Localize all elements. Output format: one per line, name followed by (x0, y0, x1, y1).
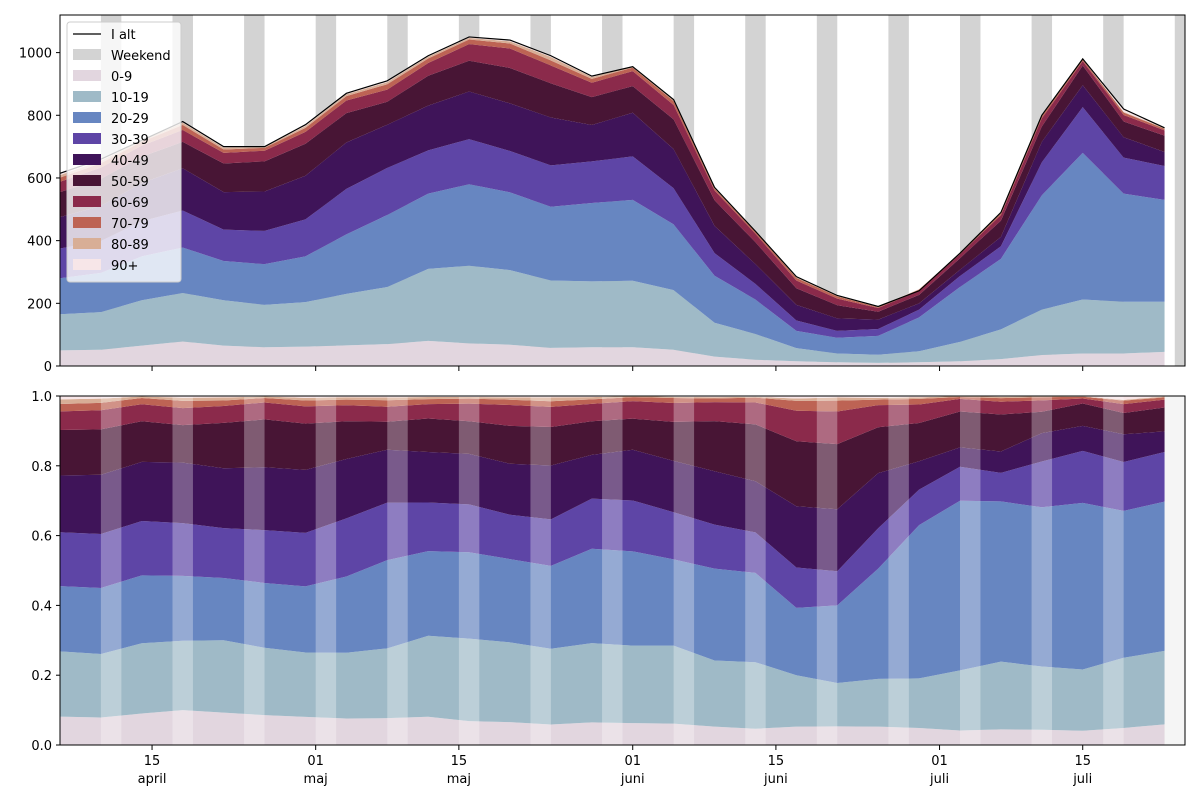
area-70-79 (60, 39, 1165, 309)
total-line (59, 36, 1165, 308)
legend-swatch-20-29 (73, 112, 101, 123)
legend-swatch-0-9 (73, 70, 101, 81)
weekend-bar-bottom (960, 396, 981, 745)
x-tick-day-label: 15 (1074, 754, 1091, 769)
weekend-bar-bottom (602, 396, 623, 745)
legend-label-0-9: 0-9 (111, 70, 132, 85)
share-area-70-79 (60, 396, 1165, 412)
share-area-20-29 (60, 500, 1165, 683)
legend: I alt Weekend 0-9 10-19 20-29 30-39 40-49 50-59… (66, 21, 182, 283)
area-60-69 (60, 44, 1165, 312)
x-tick-day-label: 15 (144, 754, 161, 769)
weekend-bar-bottom (530, 396, 551, 745)
weekend-bar-bottom (244, 396, 265, 745)
top-panel: 0 200 400 600 800 1000 (19, 14, 1186, 375)
weekend-bar-bottom (673, 396, 695, 745)
legend-label-60-69: 60-69 (111, 196, 149, 211)
share-area-90+ (60, 396, 1165, 400)
y-tick-label-bottom: 0.2 (31, 669, 52, 684)
x-tick-month-label: juli (929, 772, 949, 787)
legend-swatch-weekend (73, 49, 101, 60)
weekend-bar-top (1174, 15, 1185, 366)
weekend-bar-bottom (1103, 396, 1124, 745)
legend-swatch-10-19 (73, 91, 101, 102)
x-tick-month-label: juni (620, 772, 645, 787)
share-area-40-49 (60, 425, 1165, 572)
x-tick-day-label: 01 (931, 754, 948, 769)
y-tick-label-bottom: 1.0 (31, 390, 52, 405)
area-40-49 (60, 85, 1165, 331)
legend-label-total: I alt (111, 28, 136, 43)
x-tick-month-label: juli (1072, 772, 1092, 787)
weekend-bar-bottom (1031, 396, 1053, 745)
y-tick-label-top: 600 (27, 172, 52, 187)
share-area-0-9 (60, 710, 1165, 745)
x-tick-month-label: maj (304, 772, 328, 787)
bottom-empty-region (1164, 396, 1185, 745)
y-tick-label-top: 0 (44, 360, 52, 375)
weekend-bar-bottom (387, 396, 408, 745)
legend-swatch-60-69 (73, 196, 101, 207)
bottom-panel: 0.0 0.2 0.4 0.6 0.8 1.0 (31, 390, 1186, 754)
legend-label-weekend: Weekend (111, 49, 171, 64)
share-area-10-19 (60, 635, 1165, 731)
y-tick-label-bottom: 0.4 (31, 599, 52, 614)
weekend-bar-bottom (745, 396, 766, 745)
share-area-30-39 (60, 450, 1165, 608)
x-tick-day-label: 15 (451, 754, 468, 769)
y-tick-label-bottom: 0.6 (31, 530, 52, 545)
x-tick-month-label: juni (763, 772, 788, 787)
area-10-19 (60, 265, 1165, 363)
legend-label-40-49: 40-49 (111, 154, 149, 169)
legend-swatch-70-79 (73, 217, 101, 228)
share-area-80-89 (60, 396, 1165, 404)
legend-swatch-30-39 (73, 133, 101, 144)
x-tick-day-label: 01 (307, 754, 324, 769)
weekend-bar-bottom (172, 396, 193, 745)
y-tick-label-top: 800 (27, 109, 52, 124)
x-tick-day-label: 01 (624, 754, 641, 769)
legend-label-70-79: 70-79 (111, 217, 149, 232)
legend-swatch-40-49 (73, 154, 101, 165)
y-tick-label-bottom: 0.8 (31, 460, 52, 475)
weekend-bar-bottom (816, 396, 838, 745)
x-tick-day-label: 15 (768, 754, 785, 769)
y-tick-label-top: 200 (27, 297, 52, 312)
area-0-9 (60, 340, 1165, 366)
share-area-50-59 (60, 403, 1165, 510)
area-20-29 (60, 152, 1165, 355)
bottom-frame (59, 395, 1186, 746)
y-tick-label-top: 400 (27, 235, 52, 250)
legend-swatch-80-89 (73, 238, 101, 249)
weekend-bar-bottom (315, 396, 337, 745)
legend-label-10-19: 10-19 (111, 91, 149, 106)
legend-label-20-29: 20-29 (111, 112, 149, 127)
area-50-59 (60, 60, 1165, 320)
y-tick-label-bottom: 0.0 (31, 739, 52, 754)
legend-label-80-89: 80-89 (111, 238, 149, 253)
legend-swatch-90+ (73, 259, 101, 270)
x-tick-month-label: april (138, 772, 167, 787)
top-frame (59, 14, 1186, 367)
x-axis: 15 april 01 maj 15 maj 01 juni 15 juni 01 juli 15 jul… (138, 366, 1092, 787)
legend-swatch-50-59 (73, 175, 101, 186)
weekend-bar-bottom (458, 396, 480, 745)
weekend-bar-bottom (100, 396, 122, 745)
weekend-bar-top (888, 15, 909, 366)
share-area-60-69 (60, 398, 1165, 445)
y-tick-label-top: 1000 (19, 47, 52, 62)
x-tick-month-label: maj (447, 772, 471, 787)
legend-label-50-59: 50-59 (111, 175, 149, 190)
legend-label-30-39: 30-39 (111, 133, 149, 148)
weekend-bar-top (816, 15, 838, 366)
weekend-bar-bottom (888, 396, 909, 745)
legend-label-90+: 90+ (111, 259, 138, 274)
